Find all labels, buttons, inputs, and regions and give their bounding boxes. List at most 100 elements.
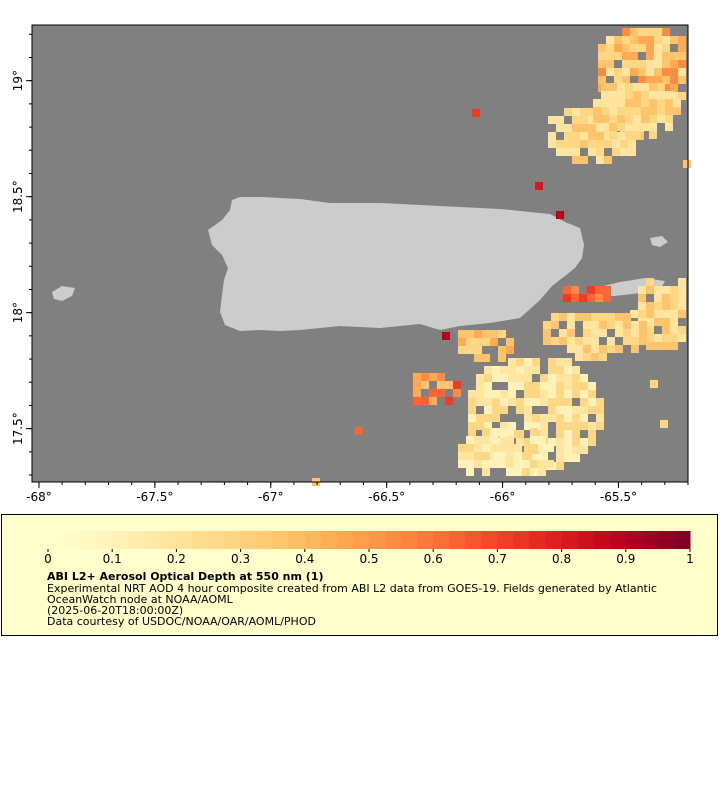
aod-cell bbox=[490, 338, 498, 346]
aod-cell bbox=[638, 294, 646, 302]
aod-cell bbox=[662, 286, 670, 294]
aod-cell bbox=[615, 313, 623, 321]
aod-cell bbox=[678, 278, 686, 286]
aod-cell bbox=[476, 390, 484, 398]
aod-cell bbox=[516, 358, 524, 366]
aod-cell bbox=[516, 398, 524, 406]
aod-cell bbox=[678, 44, 686, 52]
aod-cell bbox=[524, 422, 532, 430]
aod-cell bbox=[580, 390, 588, 398]
colorbar-swatch bbox=[176, 531, 193, 549]
aod-cell bbox=[564, 366, 572, 374]
colorbar-swatch bbox=[433, 531, 450, 549]
aod-cell bbox=[623, 313, 631, 321]
aod-cell bbox=[500, 422, 508, 430]
aod-cell bbox=[630, 36, 638, 44]
aod-cell bbox=[678, 294, 686, 302]
aod-cell bbox=[556, 446, 564, 454]
aod-cell bbox=[548, 132, 556, 140]
aod-cell bbox=[631, 345, 639, 353]
colorbar-swatch bbox=[641, 531, 659, 549]
colorbar-tick-label: 0.9 bbox=[616, 552, 635, 566]
aod-cell bbox=[609, 115, 617, 123]
aod-cell bbox=[662, 36, 670, 44]
aod-cell bbox=[532, 398, 540, 406]
aod-cell bbox=[599, 353, 607, 361]
aod-cell bbox=[458, 460, 466, 468]
aod-cell bbox=[532, 358, 540, 366]
aod-cell bbox=[654, 76, 662, 84]
aod-cell bbox=[649, 123, 657, 131]
aod-cell bbox=[572, 116, 580, 124]
aod-cell bbox=[599, 313, 607, 321]
aod-cell bbox=[673, 99, 681, 107]
aod-cell bbox=[593, 99, 601, 107]
aod-cell bbox=[598, 76, 606, 84]
aod-cell bbox=[453, 389, 461, 397]
aod-cell bbox=[609, 123, 617, 131]
colorbar-swatch bbox=[64, 531, 81, 549]
aod-cell bbox=[556, 358, 564, 366]
aod-cell bbox=[506, 428, 514, 436]
aod-cell bbox=[662, 76, 670, 84]
aod-cell bbox=[615, 329, 623, 337]
aod-cell bbox=[437, 389, 445, 397]
aod-cell bbox=[599, 321, 607, 329]
aod-cell bbox=[657, 99, 665, 107]
aod-cell bbox=[607, 345, 615, 353]
aod-cell bbox=[556, 398, 564, 406]
aod-cell bbox=[468, 398, 476, 406]
aod-cell bbox=[474, 330, 482, 338]
aod-cell bbox=[516, 382, 524, 390]
aod-cell bbox=[617, 107, 625, 115]
aod-cell bbox=[524, 438, 532, 446]
colorbar-swatch bbox=[385, 531, 402, 549]
aod-cell bbox=[530, 428, 538, 436]
aod-cell bbox=[657, 107, 665, 115]
aod-cell bbox=[572, 382, 580, 390]
aod-cell bbox=[530, 436, 538, 444]
aod-cell bbox=[641, 83, 649, 91]
aod-cell bbox=[580, 116, 588, 124]
aod-cell bbox=[514, 460, 522, 468]
aod-cell bbox=[564, 108, 572, 116]
aod-cell bbox=[474, 354, 482, 362]
aod-cell bbox=[508, 374, 516, 382]
aod-cell bbox=[474, 452, 482, 460]
aod-cell bbox=[506, 460, 514, 468]
aod-cell bbox=[607, 321, 615, 329]
aod-cell bbox=[646, 68, 654, 76]
aod-cell bbox=[500, 374, 508, 382]
aod-cell bbox=[630, 310, 638, 318]
aod-cell bbox=[572, 156, 580, 164]
colorbar-swatch bbox=[369, 531, 386, 549]
aod-cell bbox=[458, 346, 466, 354]
aod-cell bbox=[548, 390, 556, 398]
aod-cell bbox=[670, 310, 678, 318]
aod-cell bbox=[498, 354, 506, 362]
aod-cell bbox=[593, 107, 601, 115]
aod-cell bbox=[665, 91, 673, 99]
aod-cell bbox=[609, 83, 617, 91]
aod-cell bbox=[588, 406, 596, 414]
aod-cell bbox=[556, 366, 564, 374]
lon-tick-label: -68° bbox=[26, 490, 52, 504]
aod-cell bbox=[580, 446, 588, 454]
aod-cell bbox=[567, 329, 575, 337]
aod-cell bbox=[588, 398, 596, 406]
aod-cell bbox=[638, 286, 646, 294]
aod-cell bbox=[591, 353, 599, 361]
colorbar-swatch bbox=[240, 531, 258, 549]
aod-cell bbox=[564, 148, 572, 156]
aod-cell bbox=[580, 108, 588, 116]
aod-cell bbox=[588, 108, 596, 116]
aod-cell bbox=[543, 321, 551, 329]
aod-cell bbox=[466, 330, 474, 338]
aod-cell bbox=[609, 99, 617, 107]
aod-cell bbox=[492, 374, 500, 382]
aod-cell bbox=[572, 374, 580, 382]
aod-cell bbox=[482, 330, 490, 338]
colorbar-tick-label: 0.3 bbox=[231, 552, 250, 566]
aod-cell bbox=[614, 52, 622, 60]
aod-cell bbox=[596, 398, 604, 406]
